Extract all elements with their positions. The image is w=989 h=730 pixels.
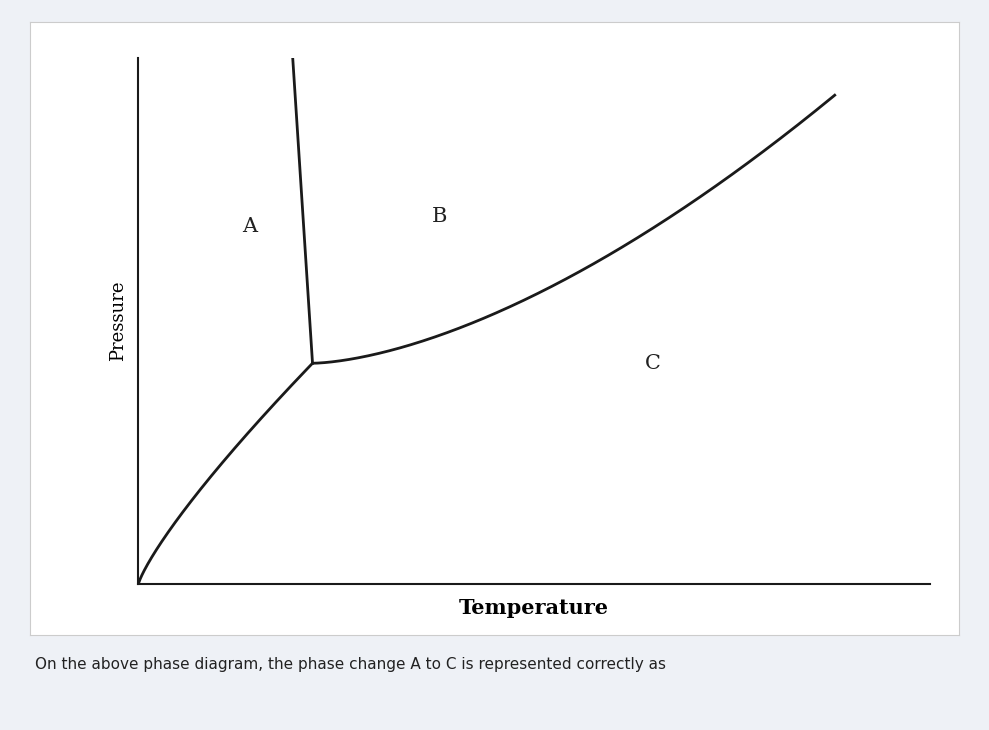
Y-axis label: Pressure: Pressure (110, 281, 128, 361)
X-axis label: Temperature: Temperature (459, 598, 609, 618)
Text: C: C (645, 354, 661, 373)
Text: B: B (431, 207, 447, 226)
Text: On the above phase diagram, the phase change A to C is represented correctly as: On the above phase diagram, the phase ch… (35, 657, 666, 672)
Text: A: A (241, 217, 257, 236)
